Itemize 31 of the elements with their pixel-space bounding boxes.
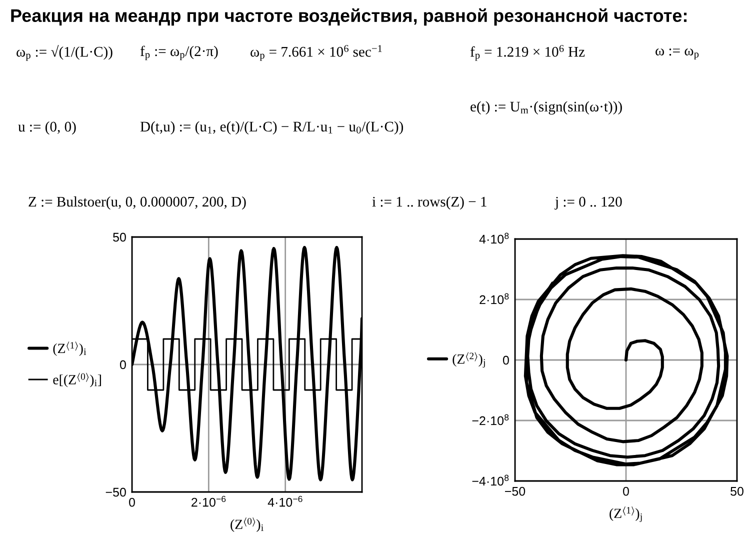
text: Z := Bulstoer(u, 0, 0.000007, 200, D): [28, 196, 246, 210]
y-tick-label: 4·10$^{8}$: [479, 232, 509, 244]
x-tick-label: −50: [505, 486, 526, 496]
y-tick-label: 0: [502, 356, 509, 365]
y-tick-label: 50: [113, 232, 126, 242]
line-series: [524, 254, 729, 466]
text: D(t,u) := (u$_{1}$, e(t)/(L·C) − R/L·u$_{1}$ − u$_{0}$/(L·C)): [140, 121, 404, 135]
text: f$_{p}$ = 1.219 × 10$^{6}$ Hz: [470, 45, 585, 61]
y-tick-label: −2·10$^{8}$: [472, 414, 509, 426]
y-tick-label: 2·10$^{8}$: [480, 293, 509, 304]
text: i := 1 .. rows(Z) − 1: [372, 196, 486, 210]
text: ω$_{p}$ = 7.661 × 10$^{6}$ sec$^{−1}$: [250, 45, 382, 61]
text: ω := ω$_{p}$: [656, 48, 699, 60]
legend-label: (Z$^{⟨2⟩}$)$_{j}$: [452, 352, 485, 368]
text: u := (0, 0): [18, 121, 76, 135]
x-tick-label: 0: [129, 498, 135, 507]
y-tick-label: −4·10$^{8}$: [472, 474, 509, 486]
x-tick-label: 0: [623, 486, 629, 496]
text: j := 0 .. 120: [554, 196, 622, 210]
legend-label: e[(Z$^{⟨0⟩}$)$_{i}$]: [53, 372, 101, 388]
x-axis-title: (Z$^{⟨1⟩}$)$_{j}$: [610, 506, 642, 522]
text: e(t) := U$_{m}$·(sign(sin(ω·t))): [470, 101, 622, 115]
x-tick-label: 4·10$^{−6}$: [268, 496, 302, 507]
x-tick-label: 50: [730, 486, 744, 496]
y-tick-label: 0: [120, 360, 126, 370]
legend-label: (Z$^{⟨1⟩}$)$_{i}$: [53, 342, 86, 356]
x-tick-label: 2·10$^{−6}$: [192, 496, 226, 507]
chart-title: Реакция на меандр при частоте воздействия, равной резонансной частоте:: [11, 8, 687, 26]
x-axis-title: (Z$^{⟨0⟩}$)$_{i}$: [230, 518, 264, 532]
text: f$_{p}$ := ω$_{p}$/(2·π): [140, 46, 218, 60]
text: ω$_{p}$ := √(1/(L·C)): [16, 45, 112, 61]
